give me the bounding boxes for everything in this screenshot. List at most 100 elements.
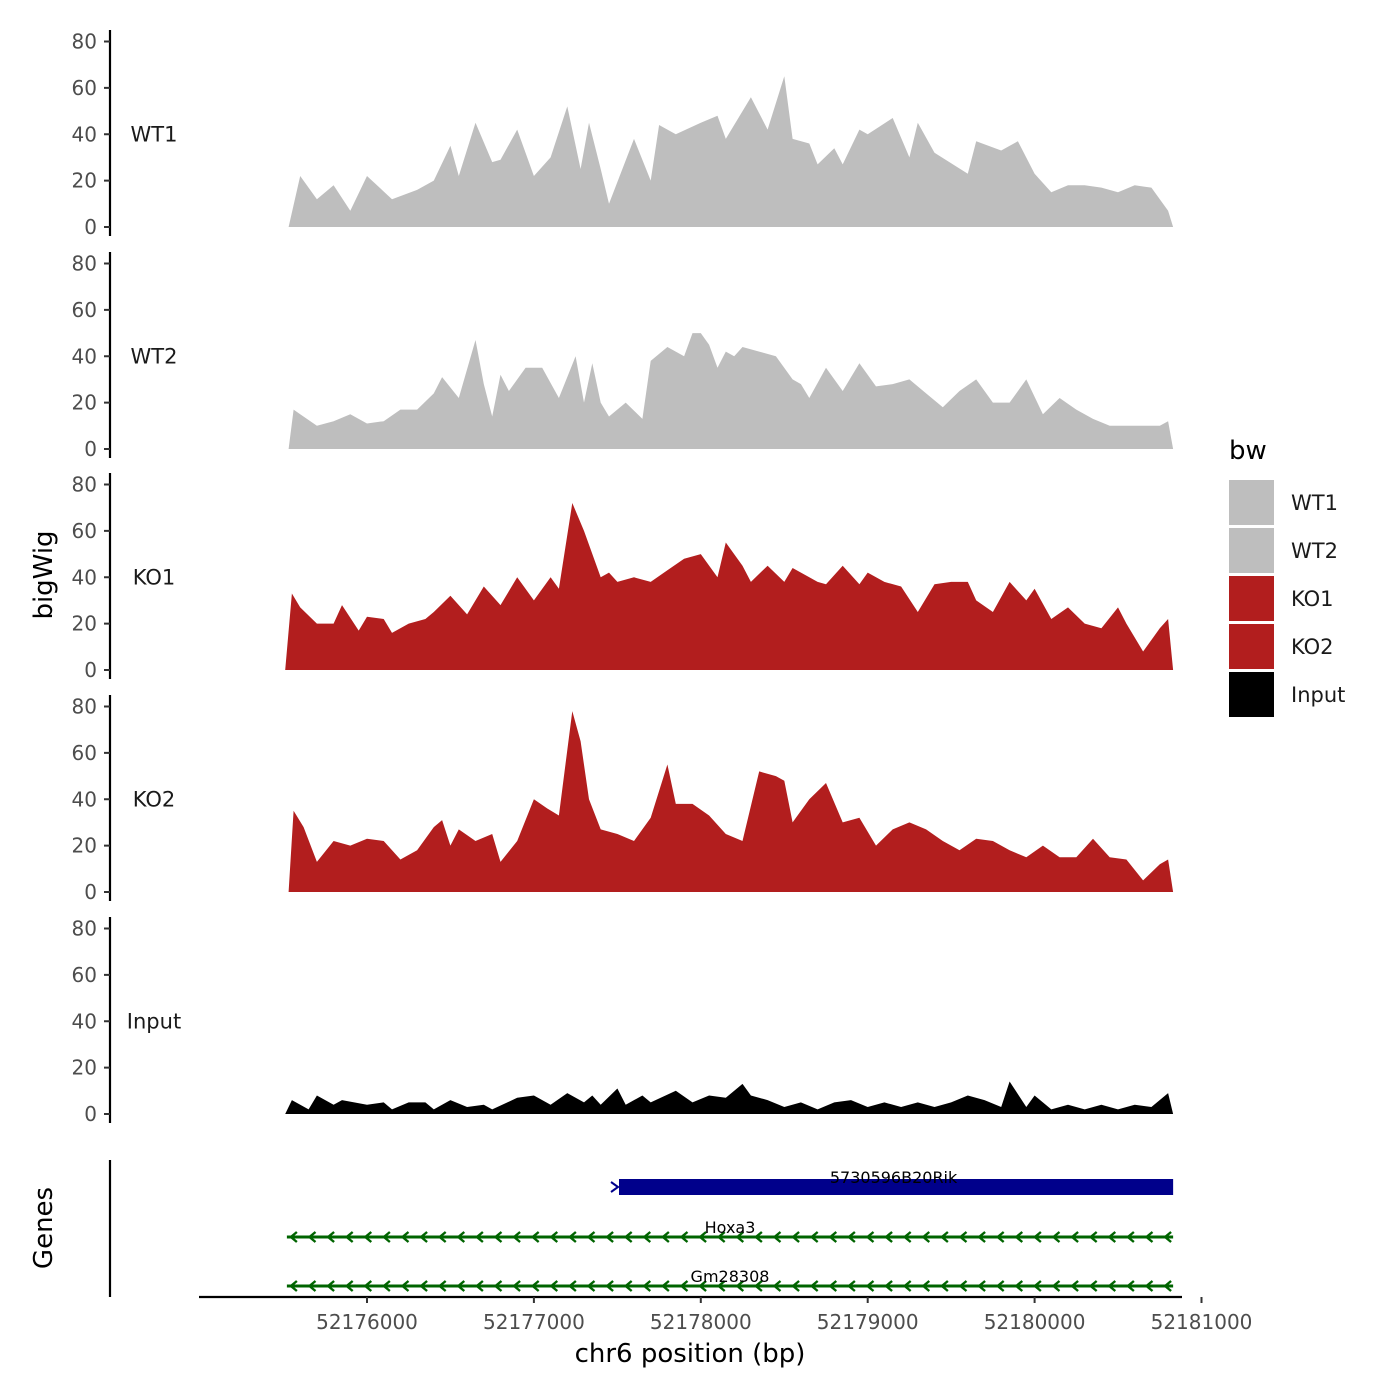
x-tick-label: 52181000 (1151, 1310, 1253, 1334)
strand-arrow (1051, 1280, 1061, 1292)
strand-arrow (884, 1231, 893, 1243)
strand-arrow (586, 1231, 596, 1243)
y-tick-label: 60 (72, 298, 97, 322)
strand-arrow (512, 1280, 521, 1292)
x-tick-label: 52180000 (984, 1310, 1086, 1334)
strand-arrow (344, 1280, 354, 1292)
strand-arrow (958, 1280, 968, 1292)
strand-arrow (456, 1280, 466, 1292)
strand-arrow (1051, 1231, 1061, 1243)
gene-label: 5730596B20Rik (830, 1168, 958, 1187)
strand-arrow (1033, 1280, 1042, 1292)
strand-arrow (661, 1280, 670, 1292)
y-tick-label: 0 (84, 880, 97, 904)
strand-arrow (493, 1280, 503, 1292)
legend-key-wt1 (1229, 480, 1274, 525)
strand-arrow (1070, 1231, 1079, 1243)
strand-arrow (1144, 1280, 1154, 1292)
legend-key-ko1 (1229, 576, 1274, 621)
panel-ko1: 0 20 40 60 80 KO1 (72, 473, 1174, 682)
legend-label-wt2: WT2 (1291, 539, 1338, 563)
track-label-ko1: KO1 (133, 565, 176, 589)
gene-gm28308: Gm28308 (286, 1267, 1174, 1292)
strand-arrow (977, 1280, 986, 1292)
track-label-input: Input (127, 1009, 181, 1033)
strand-arrow (568, 1231, 577, 1243)
strand-arrow (363, 1280, 373, 1292)
strand-arrow (419, 1280, 428, 1292)
gene-label: Hoxa3 (705, 1218, 756, 1237)
strand-arrow (610, 1181, 620, 1193)
legend: bw WT1 WT2 KO1 KO2 Input (1229, 436, 1345, 717)
strand-arrow (400, 1231, 410, 1243)
strand-arrow (530, 1280, 540, 1292)
panel-ko2: 0 20 40 60 80 KO2 (72, 695, 1174, 904)
y-tick-label: 80 (72, 695, 97, 719)
strand-arrow (1088, 1280, 1098, 1292)
strand-arrow (847, 1280, 856, 1292)
legend-key-wt2 (1229, 528, 1274, 573)
y-tick-label: 60 (72, 963, 97, 987)
strand-arrow (382, 1231, 391, 1243)
area-ko2 (288, 711, 1174, 892)
strand-arrow (326, 1280, 335, 1292)
strand-arrow (1070, 1280, 1079, 1292)
area-wt2 (288, 333, 1174, 449)
legend-label-ko1: KO1 (1291, 587, 1334, 611)
strand-arrow (1088, 1231, 1098, 1243)
strand-arrow (642, 1231, 652, 1243)
strand-arrow (1107, 1231, 1117, 1243)
strand-arrow (1014, 1280, 1024, 1292)
y-tick-label: 0 (84, 658, 97, 682)
strand-arrow (549, 1280, 559, 1292)
strand-arrow (772, 1231, 782, 1243)
strand-arrow (735, 1231, 745, 1243)
strand-arrow (791, 1280, 800, 1292)
legend-key-input (1229, 672, 1274, 717)
strand-arrow (847, 1231, 856, 1243)
strand-arrow (382, 1280, 391, 1292)
strand-arrow (902, 1280, 912, 1292)
strand-arrow (623, 1231, 633, 1243)
legend-label-wt1: WT1 (1291, 491, 1338, 515)
strand-arrow (530, 1231, 540, 1243)
strand-arrow (1163, 1231, 1172, 1243)
y-tick-label: 40 (72, 122, 97, 146)
y-tick-label: 80 (72, 917, 97, 941)
strand-arrow (661, 1231, 670, 1243)
legend-label-input: Input (1291, 683, 1345, 707)
strand-arrow (437, 1231, 447, 1243)
y-tick-label: 20 (72, 834, 97, 858)
strand-arrow (456, 1231, 466, 1243)
y-tick-label: 0 (84, 437, 97, 461)
area-ko1 (285, 503, 1174, 670)
strand-arrow (958, 1231, 968, 1243)
track-label-wt2: WT2 (131, 344, 178, 368)
strand-arrow (809, 1280, 819, 1292)
strand-arrow (884, 1280, 893, 1292)
y-tick-label: 20 (72, 391, 97, 415)
strand-arrow (493, 1231, 503, 1243)
strand-arrow (642, 1280, 652, 1292)
strand-arrow (1126, 1280, 1135, 1292)
y-tick-label: 40 (72, 344, 97, 368)
x-tick-label: 52178000 (650, 1310, 752, 1334)
strand-arrow (940, 1231, 949, 1243)
strand-arrow (679, 1231, 689, 1243)
strand-arrow (902, 1231, 912, 1243)
strand-arrow (828, 1231, 838, 1243)
strand-arrow (307, 1280, 317, 1292)
track-label-wt1: WT1 (131, 122, 178, 146)
strand-arrow (1126, 1231, 1135, 1243)
strand-arrow (809, 1231, 819, 1243)
bigwig-panels: 0 20 40 60 80 WT1 0 20 40 60 80 WT2 0 20 40 60 80 KO1 0 20 4… (72, 30, 1174, 1126)
legend-label-ko2: KO2 (1291, 635, 1334, 659)
strand-arrow (289, 1231, 298, 1243)
area-wt1 (288, 76, 1174, 227)
strand-arrow (605, 1231, 614, 1243)
y-tick-label: 20 (72, 1056, 97, 1080)
strand-arrow (1107, 1280, 1117, 1292)
strand-arrow (865, 1280, 875, 1292)
strand-arrow (1033, 1231, 1042, 1243)
area-input (285, 1081, 1174, 1114)
